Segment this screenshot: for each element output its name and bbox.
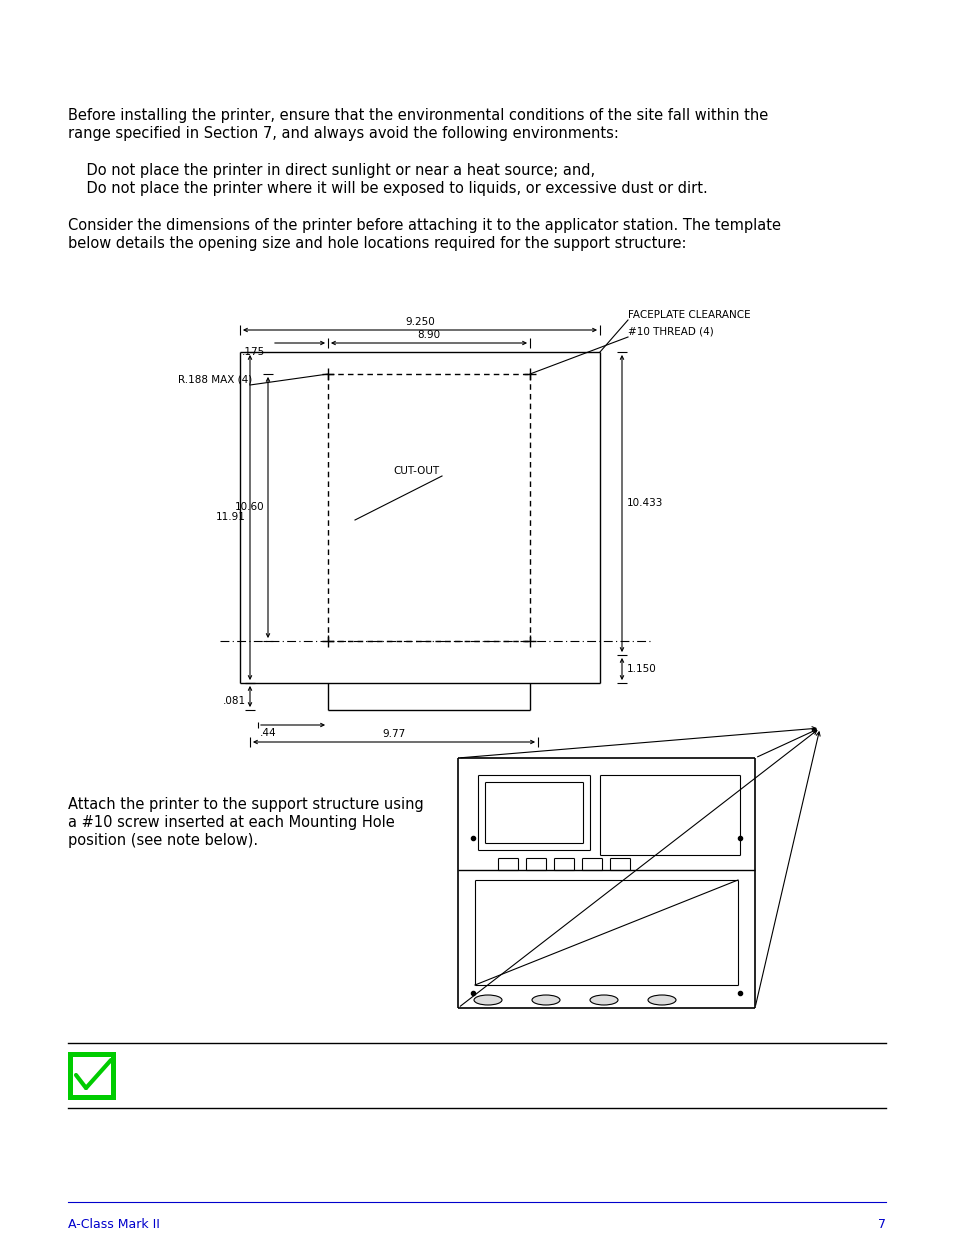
Text: R.188 MAX (4): R.188 MAX (4) — [178, 375, 252, 385]
Text: 8.90: 8.90 — [417, 330, 440, 340]
Text: CUT-OUT: CUT-OUT — [393, 466, 438, 475]
Text: #10 THREAD (4): #10 THREAD (4) — [627, 327, 713, 337]
Text: position (see note below).: position (see note below). — [68, 832, 258, 848]
Text: Do not place the printer where it will be exposed to liquids, or excessive dust : Do not place the printer where it will b… — [68, 182, 707, 196]
Text: below details the opening size and hole locations required for the support struc: below details the opening size and hole … — [68, 236, 686, 251]
Text: .175: .175 — [242, 347, 265, 357]
Ellipse shape — [474, 995, 501, 1005]
Text: 9.77: 9.77 — [382, 729, 405, 739]
Text: A-Class Mark II: A-Class Mark II — [68, 1218, 160, 1231]
Text: .44: .44 — [260, 727, 276, 739]
Ellipse shape — [647, 995, 676, 1005]
Ellipse shape — [589, 995, 618, 1005]
Text: 9.250: 9.250 — [405, 317, 435, 327]
Text: 10.60: 10.60 — [234, 503, 264, 513]
Text: FACEPLATE CLEARANCE: FACEPLATE CLEARANCE — [627, 310, 750, 320]
Bar — [68, 1052, 116, 1100]
Text: Do not place the printer in direct sunlight or near a heat source; and,: Do not place the printer in direct sunli… — [68, 163, 595, 178]
Text: 10.433: 10.433 — [626, 499, 662, 509]
Text: Before installing the printer, ensure that the environmental conditions of the s: Before installing the printer, ensure th… — [68, 107, 767, 124]
Text: range specified in Section 7, and always avoid the following environments:: range specified in Section 7, and always… — [68, 126, 618, 141]
Text: .081: .081 — [223, 697, 246, 706]
Text: 1.150: 1.150 — [626, 664, 656, 674]
Text: 7: 7 — [877, 1218, 885, 1231]
Text: Attach the printer to the support structure using: Attach the printer to the support struct… — [68, 797, 423, 811]
Text: 11.91: 11.91 — [216, 513, 246, 522]
Ellipse shape — [532, 995, 559, 1005]
Text: Consider the dimensions of the printer before attaching it to the applicator sta: Consider the dimensions of the printer b… — [68, 219, 781, 233]
Bar — [73, 1057, 111, 1095]
Text: a #10 screw inserted at each Mounting Hole: a #10 screw inserted at each Mounting Ho… — [68, 815, 395, 830]
